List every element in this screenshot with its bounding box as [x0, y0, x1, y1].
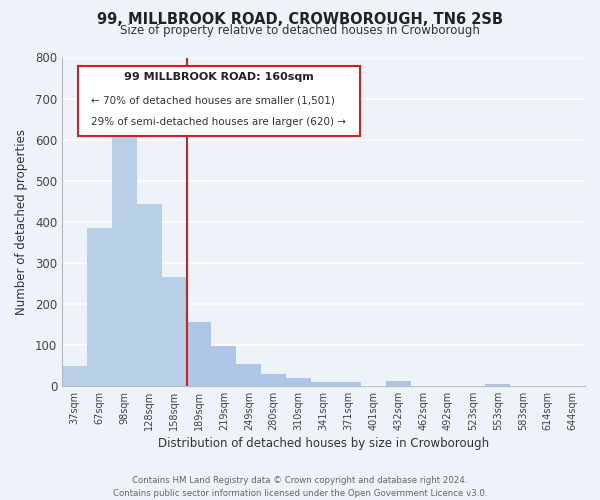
Bar — [311, 382, 336, 386]
Bar — [112, 130, 137, 386]
Bar — [261, 374, 286, 386]
X-axis label: Distribution of detached houses by size in Crowborough: Distribution of detached houses by size … — [158, 437, 489, 450]
Bar — [137, 204, 161, 386]
Y-axis label: Number of detached properties: Number of detached properties — [15, 128, 28, 314]
Text: 99, MILLBROOK ROAD, CROWBOROUGH, TN6 2SB: 99, MILLBROOK ROAD, CROWBOROUGH, TN6 2SB — [97, 12, 503, 28]
FancyBboxPatch shape — [78, 66, 360, 136]
Bar — [87, 228, 112, 386]
Text: ← 70% of detached houses are smaller (1,501): ← 70% of detached houses are smaller (1,… — [91, 96, 335, 106]
Bar — [485, 384, 510, 386]
Text: 29% of semi-detached houses are larger (620) →: 29% of semi-detached houses are larger (… — [91, 116, 346, 126]
Bar — [336, 382, 361, 386]
Bar — [286, 378, 311, 386]
Bar — [187, 322, 211, 386]
Text: 99 MILLBROOK ROAD: 160sqm: 99 MILLBROOK ROAD: 160sqm — [124, 72, 314, 83]
Bar — [161, 277, 187, 386]
Bar — [62, 366, 87, 386]
Bar — [211, 346, 236, 386]
Text: Size of property relative to detached houses in Crowborough: Size of property relative to detached ho… — [120, 24, 480, 37]
Text: Contains HM Land Registry data © Crown copyright and database right 2024.
Contai: Contains HM Land Registry data © Crown c… — [113, 476, 487, 498]
Bar — [236, 364, 261, 386]
Bar — [386, 382, 410, 386]
